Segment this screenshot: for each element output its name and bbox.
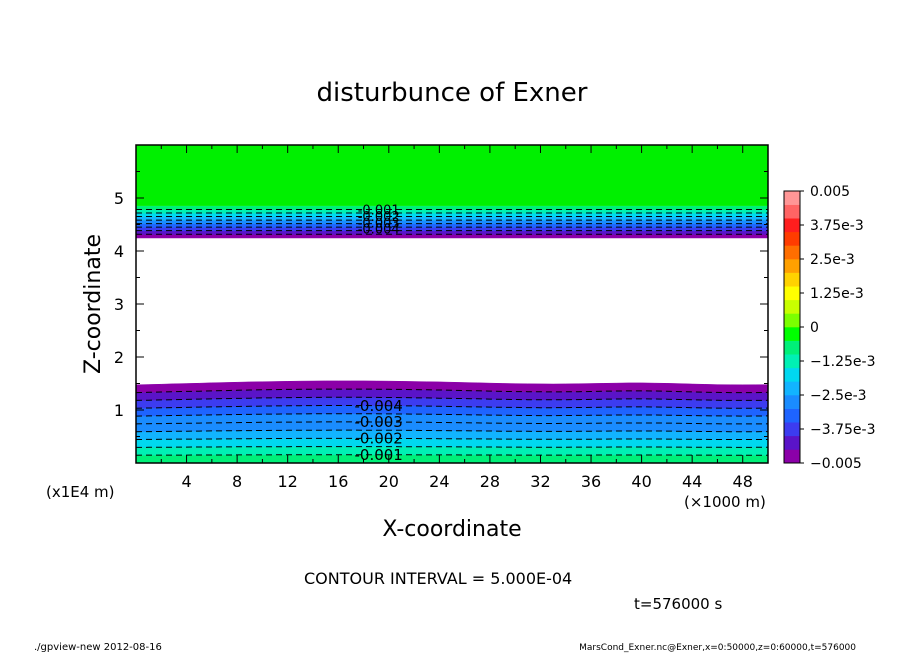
fill-upper-band — [136, 220, 768, 225]
x-axis-label: X-coordinate — [382, 517, 521, 542]
x-tick-label: 16 — [328, 472, 348, 491]
contour-label: -0.001 — [355, 446, 403, 464]
fill-upper-band — [136, 227, 768, 232]
fill-upper-band — [136, 223, 768, 228]
colorbar-swatch — [784, 367, 800, 382]
contour-label: -0.003 — [355, 413, 403, 431]
colorbar-swatch — [784, 245, 800, 260]
x-tick-label: 12 — [278, 472, 298, 491]
x-tick-label: 24 — [429, 472, 449, 491]
colorbar-swatch — [784, 191, 800, 205]
contour-label: -0.002 — [358, 210, 400, 225]
y-axis-label: Z-coordinate — [81, 234, 106, 374]
x-tick-label: 40 — [631, 472, 651, 491]
chart-title: disturbunce of Exner — [317, 78, 588, 108]
fill-upper-zero — [136, 145, 768, 206]
fill-lower-band — [135, 429, 769, 440]
colorbar-swatch — [784, 354, 800, 369]
contour-label: -0.003 — [358, 216, 400, 231]
x-tick-label: 4 — [181, 472, 191, 491]
x-tick-label: 8 — [232, 472, 242, 491]
contour-line — [135, 421, 769, 425]
fill-upper-band — [136, 205, 768, 210]
y-tick-label: 5 — [114, 189, 124, 208]
colorbar-label: 1.25e-3 — [810, 286, 864, 302]
fill-lower-band — [135, 446, 769, 456]
fill-upper-band — [136, 230, 768, 235]
y-tick-label: 3 — [114, 295, 124, 314]
colorbar: 0.005 3.75e-3 2.5e-3 1.25e-3 0 −1.25e-3 −2.5e-… — [783, 184, 875, 472]
footer-right: MarsCond_Exner.nc@Exner,x=0:50000,z=0:60… — [579, 643, 856, 653]
colorbar-label: 0 — [810, 320, 819, 336]
colorbar-swatch — [784, 435, 800, 450]
colorbar-label: −2.5e-3 — [810, 388, 867, 404]
x-tick-label: 20 — [379, 472, 399, 491]
y-tick-label: 2 — [114, 348, 124, 367]
x-axis-ticks: 4 8 12 16 20 24 28 32 36 40 44 48 — [135, 145, 769, 491]
colorbar-label: −0.005 — [810, 456, 862, 472]
colorbar-swatch — [784, 395, 800, 409]
time-label: t=576000 s — [634, 595, 722, 613]
fill-upper-band — [136, 234, 768, 239]
contour-labels: -0.001-0.002-0.003-0.004-0.004-0.003-0.0… — [355, 204, 403, 464]
contour-line — [135, 396, 769, 401]
fill-lower-band — [135, 454, 769, 464]
colorbar-swatch — [784, 272, 800, 287]
colorbar-label: 3.75e-3 — [810, 218, 864, 234]
colorbar-label: −3.75e-3 — [810, 422, 875, 438]
colorbar-swatch — [784, 381, 800, 396]
x-tick-label: 32 — [530, 472, 550, 491]
x-tick-label: 44 — [682, 472, 702, 491]
colorbar-swatch — [784, 340, 800, 355]
contour-label: -0.002 — [355, 430, 403, 448]
contour-label: -0.004 — [358, 223, 400, 238]
colorbar-swatch — [784, 408, 800, 423]
contour-line — [135, 405, 769, 409]
contour-line — [135, 446, 768, 448]
contour-interval-text: CONTOUR INTERVAL = 5.000E-04 — [304, 569, 572, 588]
contour-line — [135, 388, 769, 394]
footer-left: ./gpview-new 2012-08-16 — [34, 642, 162, 653]
x-unit-label: (×1000 m) — [684, 493, 766, 511]
x-tick-label: 36 — [581, 472, 601, 491]
contour-label: -0.004 — [355, 397, 403, 415]
fill-lower-band — [135, 438, 769, 448]
x-tick-label: 48 — [733, 472, 753, 491]
colorbar-swatch — [784, 422, 800, 437]
x-tick-label: 28 — [480, 472, 500, 491]
contour-line — [135, 413, 769, 417]
colorbar-swatch — [784, 286, 800, 301]
colorbar-swatch — [784, 327, 800, 341]
contour-label: -0.001 — [358, 204, 400, 219]
contour-lines — [135, 208, 769, 456]
y-tick-label: 4 — [114, 242, 124, 261]
contour-line — [135, 437, 768, 440]
fill-upper-band — [136, 213, 768, 218]
colorbar-swatch — [784, 231, 800, 246]
y-axis-ticks: 1 2 3 4 5 — [114, 144, 768, 464]
colorbar-label: 0.005 — [810, 184, 850, 200]
fill-upper-band — [136, 216, 768, 221]
fill-upper-band — [136, 209, 768, 214]
colorbar-swatch — [784, 313, 800, 328]
colorbar-swatch — [784, 218, 800, 233]
colorbar-label: 2.5e-3 — [810, 252, 855, 268]
colorbar-swatch — [784, 204, 800, 219]
colorbar-swatch — [784, 449, 800, 464]
y-tick-label: 1 — [114, 401, 124, 420]
colorbar-swatch — [784, 259, 800, 273]
contour-fills — [135, 145, 769, 464]
colorbar-label: −1.25e-3 — [810, 354, 875, 370]
contour-line — [135, 429, 769, 433]
colorbar-swatch — [784, 299, 800, 314]
y-unit-label: (x1E4 m) — [46, 483, 115, 501]
